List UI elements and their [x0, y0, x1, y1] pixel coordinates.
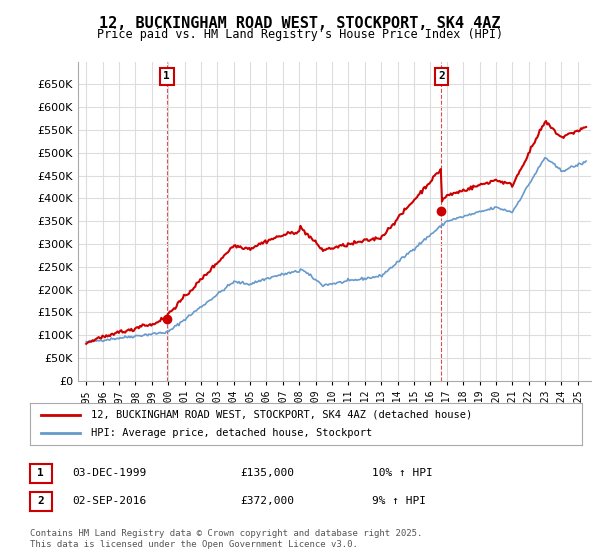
Text: 1: 1: [163, 71, 170, 81]
Text: HPI: Average price, detached house, Stockport: HPI: Average price, detached house, Stoc…: [91, 428, 372, 438]
Text: 12, BUCKINGHAM ROAD WEST, STOCKPORT, SK4 4AZ (detached house): 12, BUCKINGHAM ROAD WEST, STOCKPORT, SK4…: [91, 410, 472, 420]
Text: Contains HM Land Registry data © Crown copyright and database right 2025.
This d: Contains HM Land Registry data © Crown c…: [30, 529, 422, 549]
Text: 03-DEC-1999: 03-DEC-1999: [72, 468, 146, 478]
Text: 1: 1: [37, 468, 44, 478]
Text: Price paid vs. HM Land Registry's House Price Index (HPI): Price paid vs. HM Land Registry's House …: [97, 28, 503, 41]
Text: 10% ↑ HPI: 10% ↑ HPI: [372, 468, 433, 478]
Text: £372,000: £372,000: [240, 496, 294, 506]
Text: 12, BUCKINGHAM ROAD WEST, STOCKPORT, SK4 4AZ: 12, BUCKINGHAM ROAD WEST, STOCKPORT, SK4…: [99, 16, 501, 31]
Text: 02-SEP-2016: 02-SEP-2016: [72, 496, 146, 506]
Text: £135,000: £135,000: [240, 468, 294, 478]
Text: 2: 2: [37, 496, 44, 506]
Text: 2: 2: [438, 71, 445, 81]
Text: 9% ↑ HPI: 9% ↑ HPI: [372, 496, 426, 506]
